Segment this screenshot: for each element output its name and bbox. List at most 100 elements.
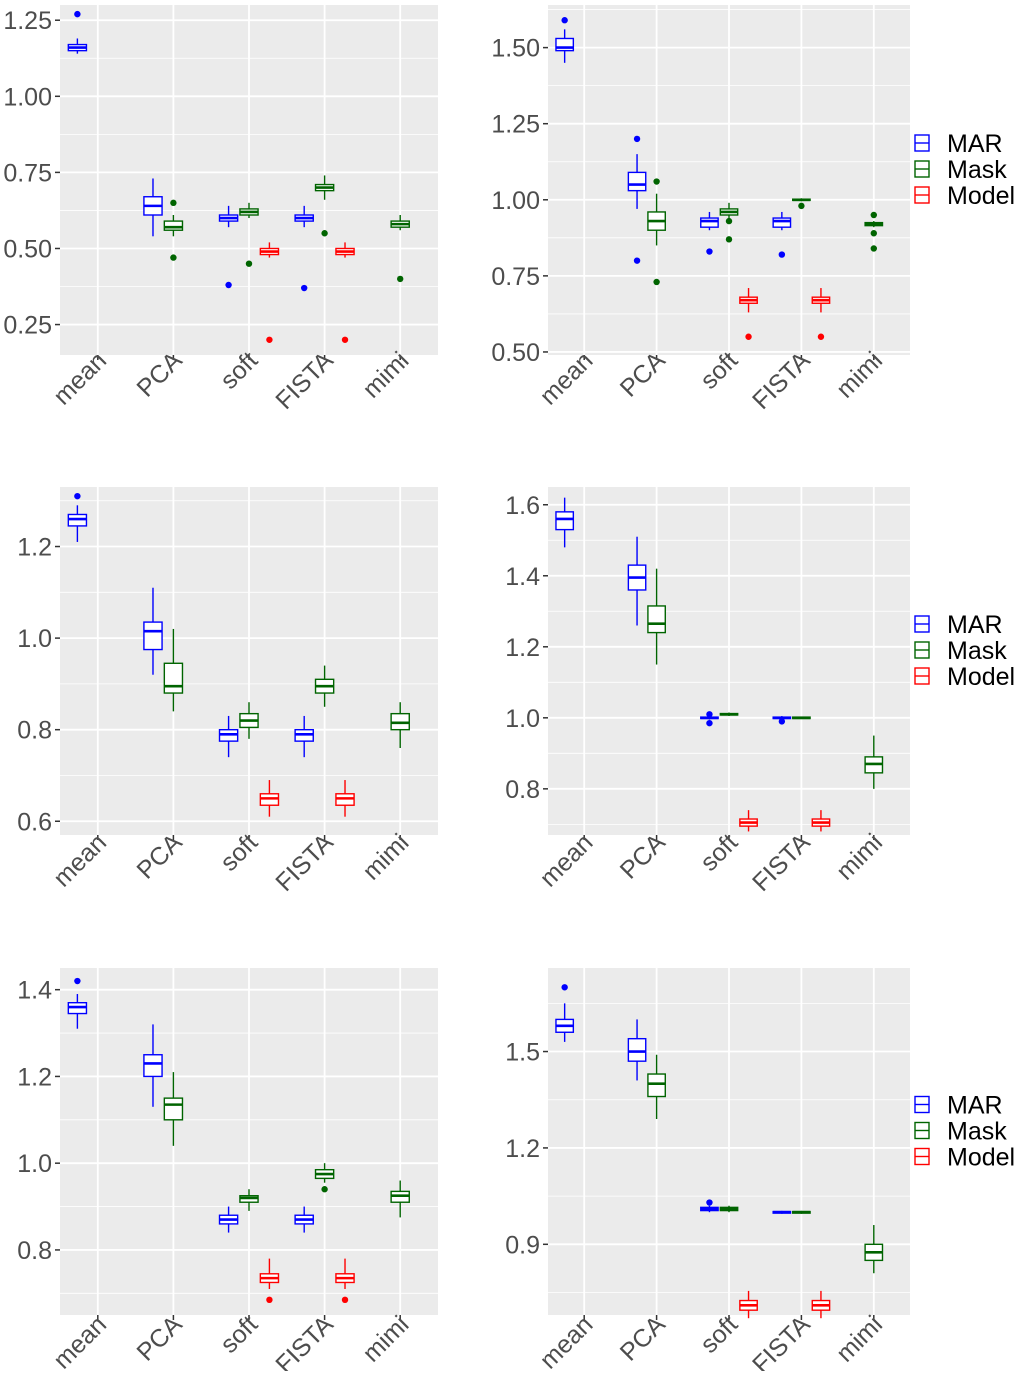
outlier-point — [321, 1186, 328, 1193]
x-tick-label: mean — [48, 828, 112, 892]
x-tick-label: mimi — [357, 828, 414, 885]
outlier-point — [633, 257, 641, 264]
x-tick-label: mimi — [831, 828, 888, 885]
x-tick-label: FISTA — [747, 346, 816, 415]
outlier-point — [653, 278, 660, 286]
x-tick-label: FISTA — [270, 828, 339, 897]
box-mar-fista — [294, 715, 314, 758]
box-mar-fista — [294, 1206, 314, 1233]
box-mar-mean — [555, 17, 575, 63]
y-tick-label: 1.2 — [17, 534, 52, 562]
x-tick-label: FISTA — [747, 1310, 816, 1371]
outlier-point — [321, 230, 328, 237]
outlier-point — [725, 217, 733, 225]
x-tick-label: FISTA — [270, 346, 339, 415]
box-mar-fista — [772, 1210, 792, 1214]
box-mask-soft — [239, 702, 259, 739]
box-model-soft — [259, 780, 280, 817]
x-tick-label: soft — [695, 828, 743, 876]
y-tick-label: 0.25 — [3, 312, 52, 340]
panel-4: 0.8 1.0 1.2 1.4 1.6 mean PCA soft FISTA mimi — [505, 487, 910, 897]
y-tick-label: 1.00 — [491, 187, 540, 215]
legend-label-model: Model — [947, 182, 1015, 210]
y-tick-label: 0.75 — [491, 263, 540, 291]
outlier-point — [706, 719, 713, 727]
y-tick-label: 1.2 — [17, 1063, 52, 1091]
box-mask-mimi — [864, 1225, 884, 1274]
x-tick-label: mimi — [357, 346, 414, 403]
y-tick-label: 1.50 — [491, 35, 540, 63]
box-model-fista — [811, 288, 831, 340]
box-body — [143, 621, 163, 651]
outlier-point — [341, 336, 349, 343]
y-tick-label: 1.6 — [505, 492, 540, 520]
box-mar-soft — [218, 1206, 239, 1233]
box-mask-soft — [239, 202, 259, 267]
box-mask-mimi — [390, 702, 410, 748]
x-tick-label: mean — [534, 1310, 598, 1371]
box-model-soft — [259, 1258, 280, 1304]
outlier-point — [561, 984, 568, 991]
outlier-point — [300, 284, 308, 292]
outlier-point — [778, 251, 786, 258]
outlier-point — [397, 275, 404, 283]
box-model-fista — [811, 810, 831, 832]
box-mar-soft — [218, 715, 239, 758]
x-tick-label: mean — [534, 828, 598, 892]
box-mask-fista — [314, 665, 335, 707]
box-mar-mean — [555, 984, 575, 1042]
box-model-soft — [739, 288, 758, 340]
box-mar-fista — [772, 716, 792, 725]
box-body — [143, 1054, 163, 1078]
legend-label-mar: MAR — [947, 1092, 1003, 1120]
box-mask-fista — [314, 1163, 335, 1193]
y-tick-label: 0.50 — [3, 235, 52, 263]
legend-label-mask: Mask — [947, 1118, 1007, 1146]
x-tick-label: FISTA — [747, 828, 816, 897]
outlier-point — [798, 202, 805, 210]
box-mar-pca — [143, 587, 163, 675]
outlier-point — [74, 492, 81, 500]
y-tick-label: 0.75 — [3, 159, 52, 187]
box-body — [163, 662, 184, 694]
box-body — [163, 1097, 184, 1121]
box-mar-pca — [143, 178, 163, 237]
y-tick-label: 0.9 — [505, 1231, 540, 1259]
y-tick-label: 1.2 — [505, 634, 540, 662]
box-mask-pca — [163, 199, 184, 261]
x-tick-label: mimi — [357, 1310, 414, 1367]
box-mar-mean — [555, 497, 575, 548]
box-mask-pca — [163, 1072, 184, 1146]
y-tick-label: 1.0 — [17, 625, 52, 653]
box-mask-fista — [792, 1210, 811, 1214]
y-tick-label: 1.4 — [505, 563, 540, 591]
box-mar-soft — [700, 211, 719, 255]
outlier-point — [870, 211, 877, 219]
box-mar-mean — [67, 10, 88, 54]
box-mar-mean — [67, 492, 88, 542]
box-mar-soft — [700, 711, 719, 727]
box-body — [647, 605, 666, 634]
x-tick-label: mimi — [831, 346, 888, 403]
box-model-fista — [811, 1290, 831, 1319]
outlier-point — [745, 333, 752, 340]
legend-label-mask: Mask — [947, 156, 1007, 184]
panel-3: 0.6 0.8 1.0 1.2 mean PCA soft FISTA mimi — [17, 487, 438, 897]
box-mask-pca — [163, 628, 184, 712]
outlier-point — [653, 178, 660, 185]
box-body — [627, 171, 647, 192]
outlier-point — [341, 1296, 349, 1304]
box-mask-soft — [239, 1189, 259, 1211]
outlier-point — [170, 254, 177, 261]
outlier-point — [561, 17, 568, 24]
x-tick-label: FISTA — [270, 1310, 339, 1371]
x-tick-label: PCA — [615, 1310, 671, 1366]
box-body — [163, 220, 184, 231]
y-tick-label: 1.25 — [491, 111, 540, 139]
outlier-point — [170, 199, 177, 207]
outlier-point — [817, 333, 825, 340]
